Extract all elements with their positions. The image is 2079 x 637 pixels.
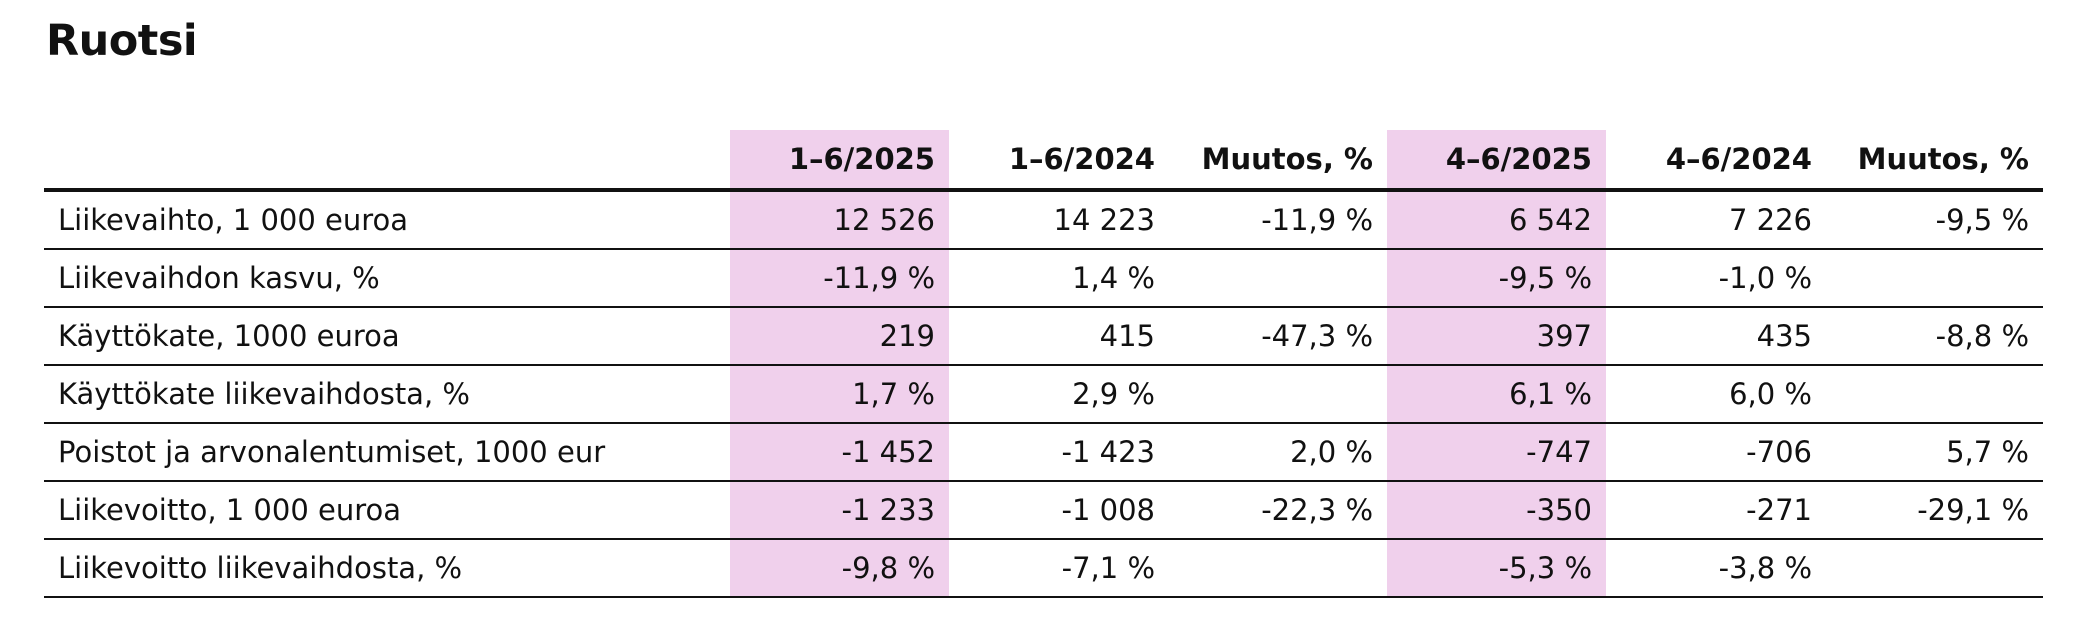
table-row: Käyttökate liikevaihdosta, % 1,7 % 2,9 % 6,…	[44, 365, 2043, 424]
cell-h1-2025: 12 526	[730, 190, 949, 250]
header-cell-q2-change: Muutos, %	[1826, 130, 2043, 192]
cell-h1-change	[1169, 539, 1387, 598]
cell-h1-change: -47,3 %	[1169, 307, 1387, 366]
cell-h1-2025: -1 452	[730, 423, 949, 482]
table-row: Liikevaihdon kasvu, % -11,9 % 1,4 % -9,5 % -…	[44, 249, 2043, 308]
page-title: Ruotsi	[46, 16, 198, 66]
cell-q2-2024: -3,8 %	[1606, 539, 1826, 598]
header-cell-h1-2025: 1–6/2025	[730, 130, 949, 192]
cell-q2-2025: -747	[1387, 423, 1606, 482]
cell-h1-change: 2,0 %	[1169, 423, 1387, 482]
header-cell-h1-2024: 1–6/2024	[949, 130, 1169, 192]
cell-h1-change	[1169, 249, 1387, 308]
table-row: Poistot ja arvonalentumiset, 1000 eur -1 …	[44, 423, 2043, 482]
cell-q2-2025: -350	[1387, 481, 1606, 540]
cell-h1-2024: -7,1 %	[949, 539, 1169, 598]
cell-h1-2025: 1,7 %	[730, 365, 949, 424]
row-label: Liikevoitto liikevaihdosta, %	[44, 539, 730, 598]
cell-q2-change: -29,1 %	[1826, 481, 2043, 540]
cell-h1-2025: -9,8 %	[730, 539, 949, 598]
row-label: Käyttökate liikevaihdosta, %	[44, 365, 730, 424]
cell-q2-2025: 397	[1387, 307, 1606, 366]
cell-h1-2024: 415	[949, 307, 1169, 366]
cell-h1-2025: -11,9 %	[730, 249, 949, 308]
row-label: Käyttökate, 1000 euroa	[44, 307, 730, 366]
header-label-cell	[44, 130, 730, 192]
header-cell-q2-2025: 4–6/2025	[1387, 130, 1606, 192]
cell-q2-change: 5,7 %	[1826, 423, 2043, 482]
row-label: Liikevaihto, 1 000 euroa	[44, 190, 730, 250]
cell-h1-2024: 1,4 %	[949, 249, 1169, 308]
cell-q2-change	[1826, 539, 2043, 598]
header-cell-h1-change: Muutos, %	[1169, 130, 1387, 192]
cell-q2-2024: -1,0 %	[1606, 249, 1826, 308]
cell-h1-2025: 219	[730, 307, 949, 366]
cell-q2-2025: -5,3 %	[1387, 539, 1606, 598]
cell-h1-2024: 2,9 %	[949, 365, 1169, 424]
cell-q2-2024: -706	[1606, 423, 1826, 482]
cell-h1-change: -11,9 %	[1169, 190, 1387, 250]
cell-h1-2024: -1 423	[949, 423, 1169, 482]
cell-h1-2024: 14 223	[949, 190, 1169, 250]
table-row: Liikevaihto, 1 000 euroa 12 526 14 223 -11,…	[44, 190, 2043, 250]
cell-h1-change	[1169, 365, 1387, 424]
header-cell-q2-2024: 4–6/2024	[1606, 130, 1826, 192]
header-row: 1–6/2025 1–6/2024 Muutos, % 4–6/2025 4–6…	[44, 130, 2043, 192]
cell-h1-2025: -1 233	[730, 481, 949, 540]
financial-table: 1–6/2025 1–6/2024 Muutos, % 4–6/2025 4–6…	[44, 130, 2043, 598]
cell-q2-change: -8,8 %	[1826, 307, 2043, 366]
row-label: Poistot ja arvonalentumiset, 1000 eur	[44, 423, 730, 482]
cell-q2-2024: -271	[1606, 481, 1826, 540]
cell-q2-change	[1826, 365, 2043, 424]
table-row: Liikevoitto liikevaihdosta, % -9,8 % -7,1 …	[44, 539, 2043, 598]
cell-h1-2024: -1 008	[949, 481, 1169, 540]
table-row: Liikevoitto, 1 000 euroa -1 233 -1 008 -22,…	[44, 481, 2043, 540]
cell-h1-change: -22,3 %	[1169, 481, 1387, 540]
cell-q2-2025: 6,1 %	[1387, 365, 1606, 424]
table-row: Käyttökate, 1000 euroa 219 415 -47,3 % 397 43…	[44, 307, 2043, 366]
cell-q2-change: -9,5 %	[1826, 190, 2043, 250]
cell-q2-2024: 6,0 %	[1606, 365, 1826, 424]
table-body: Liikevaihto, 1 000 euroa 12 526 14 223 -11,…	[44, 190, 2043, 598]
row-label: Liikevoitto, 1 000 euroa	[44, 481, 730, 540]
financial-table-container: 1–6/2025 1–6/2024 Muutos, % 4–6/2025 4–6…	[44, 130, 2043, 598]
cell-q2-change	[1826, 249, 2043, 308]
cell-q2-2025: 6 542	[1387, 190, 1606, 250]
cell-q2-2024: 435	[1606, 307, 1826, 366]
cell-q2-2024: 7 226	[1606, 190, 1826, 250]
row-label: Liikevaihdon kasvu, %	[44, 249, 730, 308]
cell-q2-2025: -9,5 %	[1387, 249, 1606, 308]
